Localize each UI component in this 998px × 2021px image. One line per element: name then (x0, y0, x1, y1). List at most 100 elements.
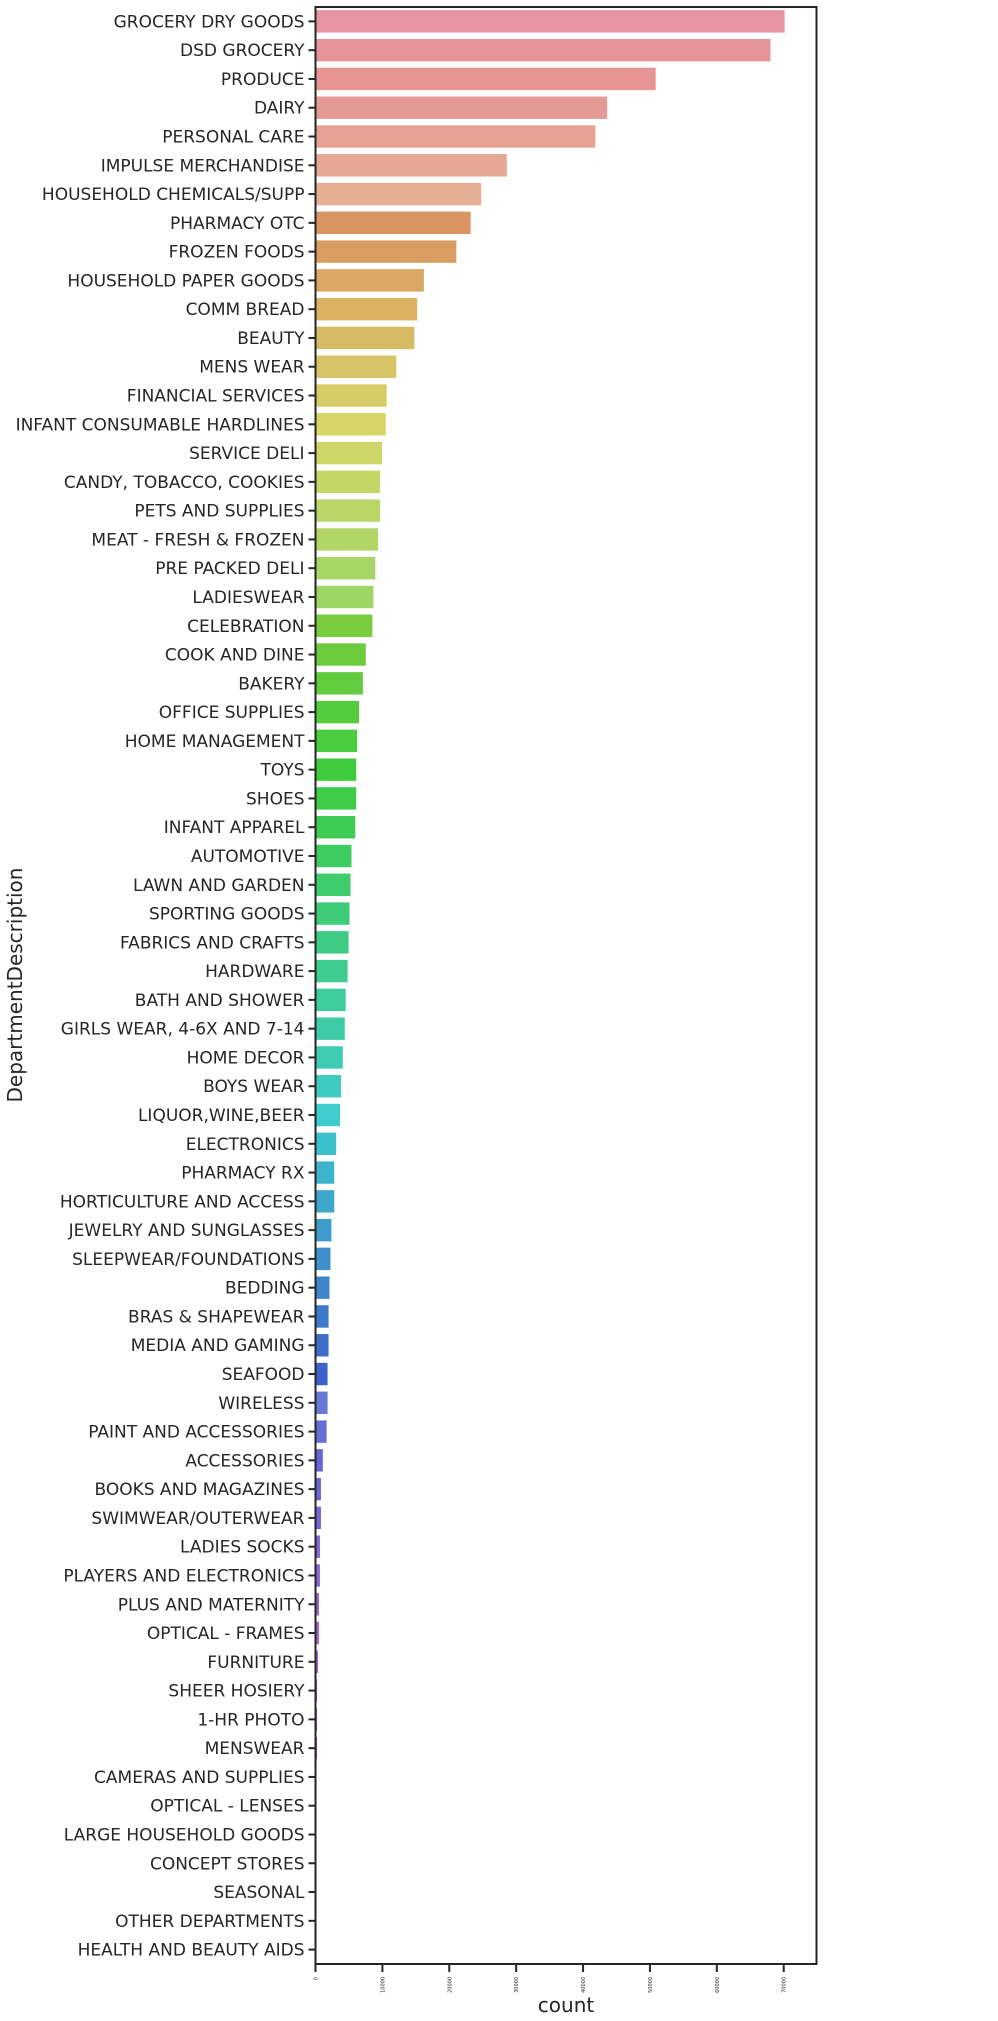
bar (315, 757, 357, 782)
bar (315, 153, 508, 178)
y-tick-label: ACCESSORIES (185, 1451, 304, 1471)
bar (315, 959, 349, 983)
y-tick-label: BOOKS AND MAGAZINES (94, 1480, 304, 1500)
y-tick-label: INFANT APPAREL (164, 818, 305, 838)
y-tick-label: INFANT CONSUMABLE HARDLINES (16, 415, 305, 435)
bar (315, 901, 351, 926)
y-tick-label: HARDWARE (205, 962, 304, 982)
y-tick-label: SEASONAL (213, 1883, 305, 1903)
y-tick-label: SERVICE DELI (189, 444, 304, 464)
x-tick-label: 60000 (715, 1977, 721, 1993)
y-tick-label: BEAUTY (237, 329, 305, 349)
y-tick-label: DSD GROCERY (180, 41, 305, 61)
plot-frame (314, 6, 818, 1965)
y-tick-label: SHEER HOSIERY (168, 1682, 305, 1702)
x-axis-label: count (538, 1993, 595, 2017)
bar (315, 872, 352, 897)
bar (315, 930, 350, 955)
y-tick-label: BEDDING (225, 1279, 305, 1299)
y-tick-label: HEALTH AND BEAUTY AIDS (78, 1941, 305, 1961)
bar (315, 1045, 344, 1070)
y-tick-label: IMPULSE MERCHANDISE (101, 156, 305, 176)
bar (315, 1390, 329, 1415)
y-tick-label: FROZEN FOODS (169, 243, 305, 263)
y-tick-label: GIRLS WEAR, 4-6X AND 7-14 (61, 1020, 305, 1040)
bar (315, 700, 360, 724)
x-tick-label: 30000 (514, 1977, 520, 1993)
bar (315, 556, 376, 581)
y-tick-label: HOME MANAGEMENT (125, 732, 305, 752)
y-tick-label: LAWN AND GARDEN (133, 876, 305, 896)
y-tick-label: LARGE HOUSEHOLD GOODS (64, 1825, 305, 1845)
y-tick-label: PHARMACY RX (181, 1164, 305, 1184)
y-tick-label: COMM BREAD (186, 300, 305, 320)
y-tick-label: LADIESWEAR (192, 588, 304, 608)
bar (315, 1131, 337, 1156)
y-tick-label: PETS AND SUPPLIES (134, 502, 304, 522)
y-tick-label: PAINT AND ACCESSORIES (88, 1423, 304, 1443)
bar (315, 1448, 324, 1473)
bar (315, 182, 482, 206)
y-tick-label: PRE PACKED DELI (155, 559, 304, 579)
y-tick-label: PHARMACY OTC (170, 214, 304, 234)
y-tick-label: LIQUOR,WINE,BEER (138, 1106, 305, 1126)
y-tick-label: BRAS & SHAPEWEAR (128, 1307, 305, 1327)
bar (315, 988, 347, 1012)
bar (315, 1103, 341, 1127)
bar (315, 470, 381, 494)
y-tick-label: OPTICAL - LENSES (150, 1797, 304, 1817)
bar (315, 1419, 328, 1444)
y-tick-label: PRODUCE (221, 70, 305, 90)
y-tick-label: HORTICULTURE AND ACCESS (60, 1192, 305, 1212)
y-tick-label: PLUS AND MATERNITY (118, 1595, 305, 1615)
y-tick-label: BOYS WEAR (203, 1077, 305, 1097)
y-tick-label: PERSONAL CARE (162, 128, 304, 148)
y-tick-label: HOUSEHOLD PAPER GOODS (67, 271, 304, 291)
y-tick-label: HOME DECOR (187, 1048, 305, 1068)
y-tick-label: SHOES (246, 789, 305, 809)
x-tick-label: 40000 (581, 1977, 587, 1993)
bar (315, 729, 358, 753)
y-tick-label: AUTOMOTIVE (191, 847, 305, 867)
y-tick-label: GROCERY DRY GOODS (114, 12, 305, 32)
bar (315, 95, 608, 120)
y-tick-label: FURNITURE (207, 1653, 304, 1673)
bar (315, 498, 381, 523)
y-tick-label: JEWELRY AND SUNGLASSES (68, 1221, 305, 1241)
bar (315, 297, 418, 321)
y-tick-label: MEDIA AND GAMING (131, 1336, 305, 1356)
bar (315, 1218, 332, 1242)
y-axis-label: DepartmentDescription (3, 868, 27, 1103)
bar (315, 67, 657, 91)
y-tick-label: MEAT - FRESH & FROZEN (91, 530, 304, 550)
bar (315, 38, 772, 62)
y-tick-label: SPORTING GOODS (149, 905, 305, 925)
bar (315, 124, 596, 149)
y-tick-label: 1-HR PHOTO (197, 1710, 304, 1730)
bar (315, 1016, 346, 1041)
bar (315, 326, 415, 350)
y-tick-label: CANDY, TOBACCO, COOKIES (64, 473, 305, 493)
x-tick-label: 0 (314, 1977, 320, 1980)
bar (315, 239, 457, 264)
y-tick-label: COOK AND DINE (165, 646, 305, 666)
bar (315, 1074, 342, 1099)
y-tick-label: OTHER DEPARTMENTS (115, 1912, 304, 1932)
y-tick-label: SLEEPWEAR/FOUNDATIONS (72, 1250, 304, 1270)
y-tick-label: BATH AND SHOWER (135, 991, 305, 1011)
bar (315, 211, 472, 235)
bar (315, 1275, 331, 1300)
y-tick-label: SEAFOOD (222, 1365, 305, 1385)
x-tick-label: 10000 (380, 1977, 386, 1993)
bar (315, 441, 383, 465)
y-tick-label: SWIMWEAR/OUTERWEAR (91, 1509, 304, 1529)
bar (315, 585, 374, 609)
bar (315, 1247, 332, 1271)
bar (315, 1362, 329, 1386)
bar (315, 527, 379, 552)
y-tick-label: LADIES SOCKS (180, 1538, 305, 1558)
bar (315, 383, 388, 408)
bar (315, 642, 367, 667)
bar (315, 1189, 335, 1214)
